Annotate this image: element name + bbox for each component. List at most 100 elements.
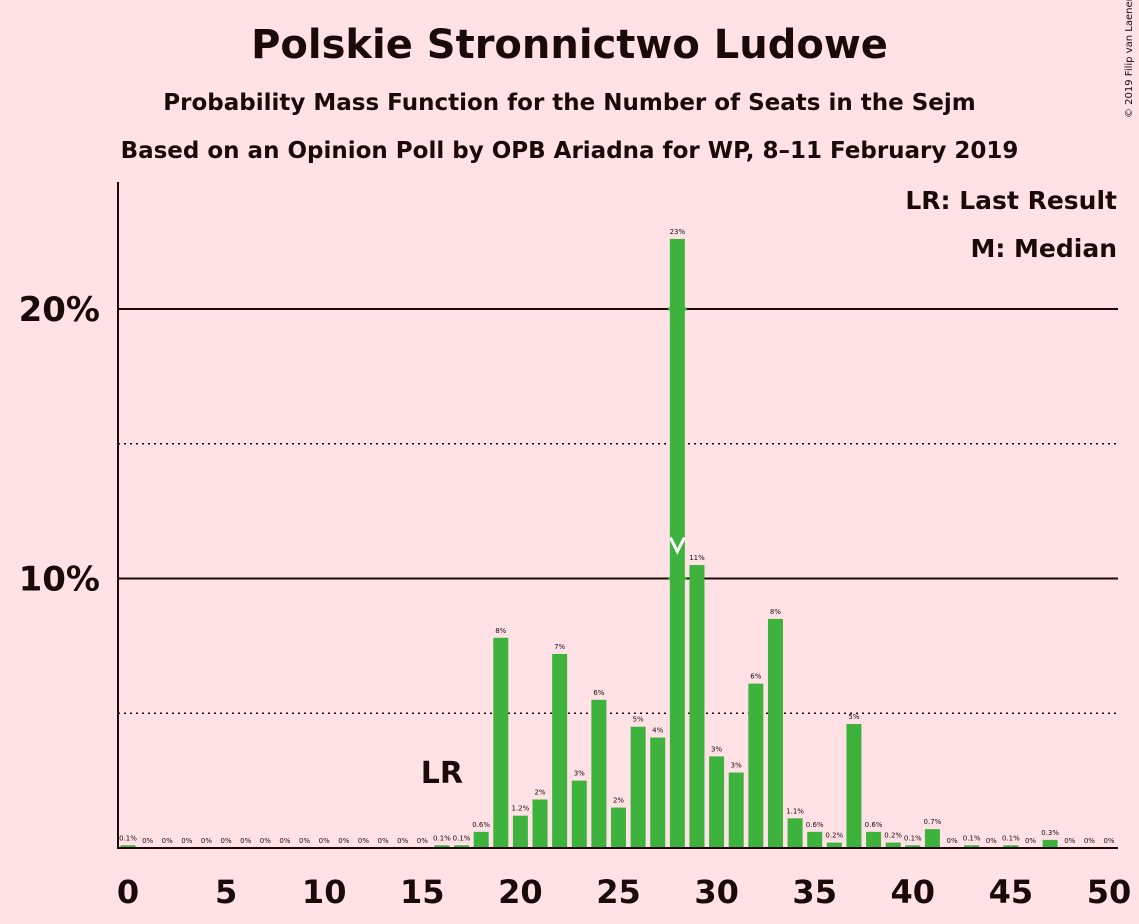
bar: [493, 637, 509, 848]
bar-data-label: 8%: [495, 627, 506, 635]
bar-data-label: 0.1%: [453, 834, 471, 842]
bar-data-label: 0.1%: [119, 834, 137, 842]
bar-data-label: 0%: [181, 837, 192, 845]
bar-data-label: 8%: [770, 608, 781, 616]
bar-data-label: 0.1%: [1002, 834, 1020, 842]
last-result-label: LR: [421, 756, 463, 791]
x-tick-label: 20: [498, 873, 543, 911]
bar-data-label: 0%: [397, 837, 408, 845]
bar: [728, 772, 744, 848]
bar: [630, 726, 646, 848]
bar-data-label: 0.6%: [865, 821, 883, 829]
bar-data-label: 0%: [201, 837, 212, 845]
bar-data-label: 3%: [731, 762, 742, 770]
x-tick-label: 5: [215, 873, 237, 911]
bar: [748, 683, 764, 848]
bar: [767, 618, 783, 848]
bar-data-label: 3%: [711, 745, 722, 753]
bar-data-label: 11%: [689, 554, 705, 562]
bar: [807, 831, 823, 848]
axes: 10% 20% 0 5 10 15 20 25 30 35 40 45 50: [19, 182, 1131, 911]
bar-data-label: 2%: [534, 788, 545, 796]
bar-data-label: 7%: [554, 643, 565, 651]
bar: [669, 238, 685, 848]
chart-subtitle: Probability Mass Function for the Number…: [163, 90, 976, 116]
x-tick-label: 30: [694, 873, 739, 911]
x-tick-label: 45: [989, 873, 1034, 911]
bar-data-label: 0.7%: [924, 818, 942, 826]
bar-data-label: 6%: [593, 689, 604, 697]
bar: [689, 565, 705, 848]
bar: [905, 845, 921, 848]
bar-data-label: 0%: [260, 837, 271, 845]
bar-data-label: 0%: [1025, 837, 1036, 845]
legend-entry: LR: Last Result: [905, 186, 1117, 215]
y-tick-label: 20%: [19, 290, 100, 330]
bar-data-label: 0%: [1064, 837, 1075, 845]
bar: [885, 842, 901, 848]
x-tick-label: 25: [596, 873, 641, 911]
median-marker: [669, 536, 686, 555]
bar-data-label: 1.1%: [786, 807, 804, 815]
bar-data-label: 0%: [1084, 837, 1095, 845]
chart-subtitle-poll: Based on an Opinion Poll by OPB Ariadna …: [120, 138, 1019, 164]
annotations: LR LR: Last Result M: Median: [421, 186, 1117, 791]
bar: [532, 799, 548, 848]
bar: [552, 653, 568, 848]
bar-data-label: 0%: [378, 837, 389, 845]
bar: [120, 845, 136, 848]
bar-data-label: 3%: [574, 770, 585, 778]
bar-data-labels: 0.1% 0% 0% 0% 0% 0% 0% 0% 0% 0% 0% 0% 0% 0% 0% 0% 0.1% 0.…: [119, 228, 1115, 845]
bar-data-label: 0.1%: [433, 834, 451, 842]
bar-data-label: 0%: [417, 837, 428, 845]
bars: [120, 238, 1058, 848]
bar-data-label: 0%: [319, 837, 330, 845]
bar: [473, 831, 489, 848]
bar-data-label: 0.1%: [963, 834, 981, 842]
chart-title: Polskie Stronnictwo Ludowe: [251, 22, 888, 68]
bar-data-label: 0%: [946, 837, 957, 845]
x-tick-label: 15: [400, 873, 445, 911]
bar: [611, 807, 626, 848]
bar: [826, 842, 842, 848]
bar-data-label: 2%: [613, 797, 624, 805]
x-tick-label: 35: [792, 873, 837, 911]
median-bar-overlay: [667, 577, 687, 580]
y-tick-label: 10%: [19, 560, 100, 600]
bar-data-label: 0.1%: [904, 834, 922, 842]
bar-data-label: 5%: [848, 713, 859, 721]
bar-data-label: 0.2%: [884, 832, 902, 840]
bar-data-label: 0.6%: [806, 821, 824, 829]
bar: [709, 756, 725, 848]
bar-data-label: 5%: [633, 716, 644, 724]
bar-data-label: 0%: [1103, 837, 1114, 845]
bar: [964, 845, 980, 848]
bar-data-label: 0%: [338, 837, 349, 845]
bar-data-label: 4%: [652, 727, 663, 735]
bar: [434, 845, 450, 848]
bar: [924, 829, 940, 848]
bar-data-label: 0.3%: [1041, 829, 1059, 837]
bar-data-label: 0%: [358, 837, 369, 845]
bar: [1003, 845, 1019, 848]
bar-data-label: 6%: [750, 673, 761, 681]
bar: [512, 815, 528, 848]
x-tick-label: 10: [302, 873, 347, 911]
bar: [1042, 839, 1058, 848]
bar-data-label: 0%: [986, 837, 997, 845]
bar: [454, 845, 470, 848]
bar: [846, 724, 862, 848]
bar: [591, 699, 607, 848]
x-tick-label: 40: [891, 873, 936, 911]
bar: [650, 737, 666, 848]
bar-data-label: 23%: [670, 228, 686, 236]
bar-data-label: 0.6%: [472, 821, 490, 829]
bar-data-label: 1.2%: [512, 805, 530, 813]
bar-data-label: 0%: [299, 837, 310, 845]
bar: [571, 780, 587, 848]
legend-entry: M: Median: [970, 234, 1117, 263]
bar-data-label: 0%: [162, 837, 173, 845]
x-tick-label: 0: [117, 873, 139, 911]
bar: [787, 818, 803, 848]
